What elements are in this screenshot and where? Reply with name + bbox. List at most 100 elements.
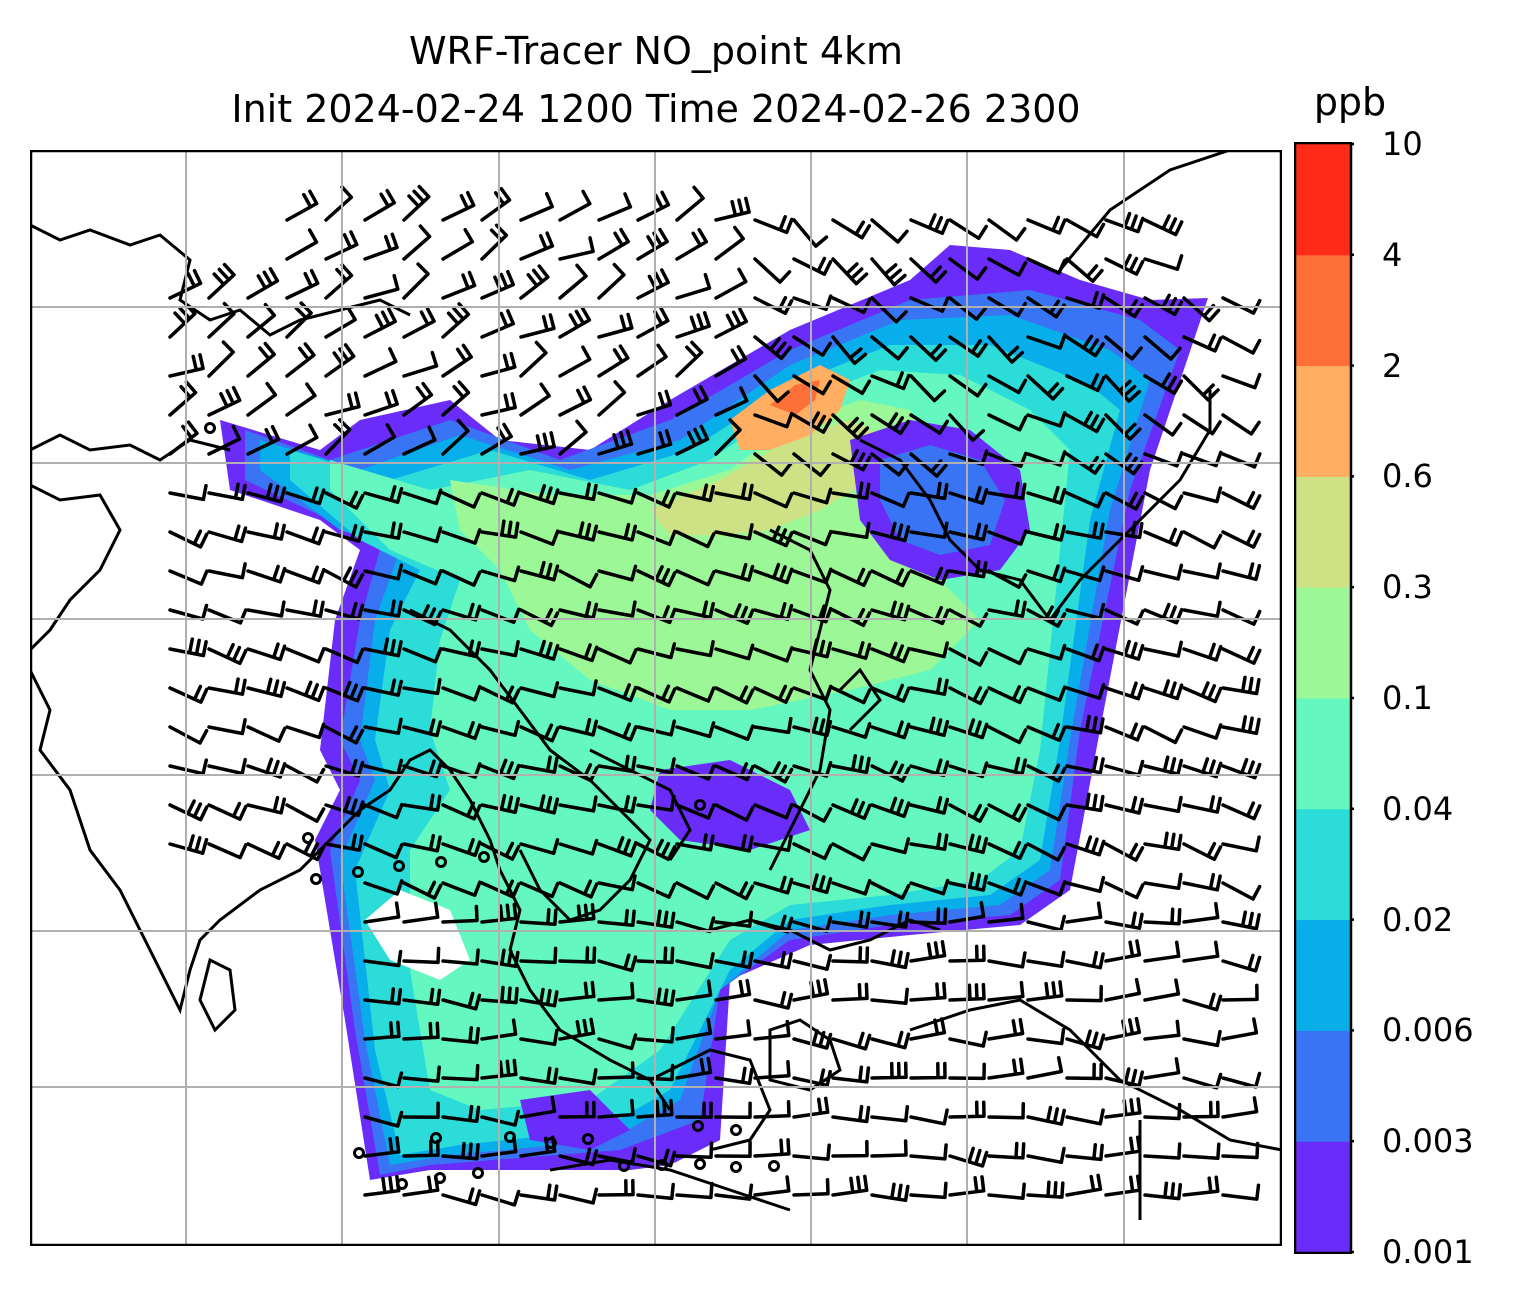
wind-barb xyxy=(1065,755,1105,775)
wind-barb xyxy=(792,803,833,823)
wind-barb xyxy=(870,1061,908,1080)
wind-barb xyxy=(363,521,403,540)
wind-barb xyxy=(597,312,634,339)
wind-barb xyxy=(714,345,748,378)
wind-barb xyxy=(714,1101,752,1119)
wind-barb xyxy=(714,803,755,822)
wind-barb xyxy=(1182,374,1220,402)
wind-barb xyxy=(909,981,947,1002)
wind-barb xyxy=(519,946,558,965)
wind-barb xyxy=(558,1100,596,1119)
wind-barb xyxy=(1182,600,1222,618)
wind-barb xyxy=(636,881,677,899)
wind-barb xyxy=(246,840,287,861)
wind-barb xyxy=(441,380,471,417)
wind-barb xyxy=(1182,841,1223,862)
wind-barb xyxy=(870,949,910,970)
wind-barb xyxy=(1143,254,1184,271)
wind-barb xyxy=(987,685,1028,705)
wind-barb xyxy=(246,522,286,541)
wind-barb xyxy=(558,419,588,456)
wind-barb xyxy=(870,412,910,436)
colorbar-tick-label: 0.04 xyxy=(1382,789,1454,828)
wind-barb xyxy=(948,803,989,823)
wind-barb xyxy=(168,529,209,549)
wind-barb xyxy=(909,1181,948,1200)
wind-barb xyxy=(402,307,436,339)
wind-barb xyxy=(519,264,550,300)
wind-barb xyxy=(1104,759,1145,777)
wind-barb xyxy=(1221,1017,1259,1041)
wind-barb xyxy=(402,987,442,1007)
wind-barb xyxy=(870,837,911,855)
wind-barb xyxy=(1182,1175,1220,1197)
wind-barb xyxy=(714,1183,754,1201)
wind-barb xyxy=(1065,950,1105,970)
wind-barb xyxy=(1065,257,1104,283)
wind-barb xyxy=(675,1181,714,1200)
wind-barb xyxy=(675,385,709,417)
wind-barb xyxy=(597,683,638,703)
wind-barb xyxy=(402,350,439,378)
wind-barb xyxy=(675,340,704,378)
wind-barb xyxy=(792,1029,833,1050)
wind-barb xyxy=(948,647,989,667)
wind-barb xyxy=(870,600,911,622)
wind-barb xyxy=(831,1031,872,1051)
wind-barb xyxy=(558,980,596,1002)
wind-barb xyxy=(753,215,794,235)
wind-barb xyxy=(1104,795,1145,815)
wind-barb xyxy=(363,717,403,735)
wind-barb xyxy=(1065,901,1103,924)
wind-barb xyxy=(1221,835,1261,853)
wind-barb xyxy=(1182,872,1222,892)
wind-barb xyxy=(1026,685,1067,702)
wind-barb xyxy=(363,637,403,658)
wind-barb xyxy=(1143,831,1183,852)
wind-barb xyxy=(870,296,908,324)
wind-barb xyxy=(1221,490,1262,511)
wind-barb xyxy=(675,311,711,339)
wind-barb xyxy=(753,1059,791,1080)
wind-barb xyxy=(1026,950,1066,969)
wind-barb xyxy=(870,641,911,664)
wind-barb xyxy=(870,521,911,543)
wind-barb xyxy=(597,522,638,542)
wind-barb xyxy=(675,1101,713,1120)
wind-barb xyxy=(753,1138,791,1158)
wind-barb xyxy=(987,877,1028,897)
wind-barb xyxy=(909,641,949,659)
wind-barb xyxy=(402,1101,440,1120)
wind-barb xyxy=(1026,980,1064,1002)
colorbar-band xyxy=(1296,808,1350,921)
wind-barb xyxy=(987,257,1028,277)
wind-barb xyxy=(1182,1100,1220,1119)
wind-barb xyxy=(285,486,326,506)
wind-barb xyxy=(207,385,242,417)
wind-barb xyxy=(1104,1067,1145,1088)
wind-barb xyxy=(948,218,988,241)
wind-barb xyxy=(363,1136,401,1158)
wind-barb xyxy=(1143,725,1184,745)
wind-barb xyxy=(558,569,599,589)
wind-barb xyxy=(1104,1174,1142,1197)
wind-barb xyxy=(324,263,354,300)
wind-barb xyxy=(987,980,1025,1002)
wind-barb xyxy=(1026,842,1067,862)
wind-barb xyxy=(441,569,482,587)
wind-barb xyxy=(402,718,443,738)
wind-barb xyxy=(675,721,716,739)
wind-barb xyxy=(441,227,475,261)
wind-barb xyxy=(675,1017,713,1041)
wind-barb xyxy=(519,1028,559,1047)
colorbar-tick-label: 0.001 xyxy=(1382,1233,1474,1271)
wind-barb xyxy=(675,833,715,852)
colorbar-band xyxy=(1296,144,1350,256)
colorbar xyxy=(1294,142,1354,1254)
wind-barb xyxy=(246,642,287,662)
wind-barb xyxy=(402,425,437,456)
wind-barb xyxy=(519,529,560,546)
wind-barb xyxy=(1143,1181,1183,1201)
wind-barb xyxy=(831,842,872,862)
wind-barb xyxy=(402,946,441,965)
